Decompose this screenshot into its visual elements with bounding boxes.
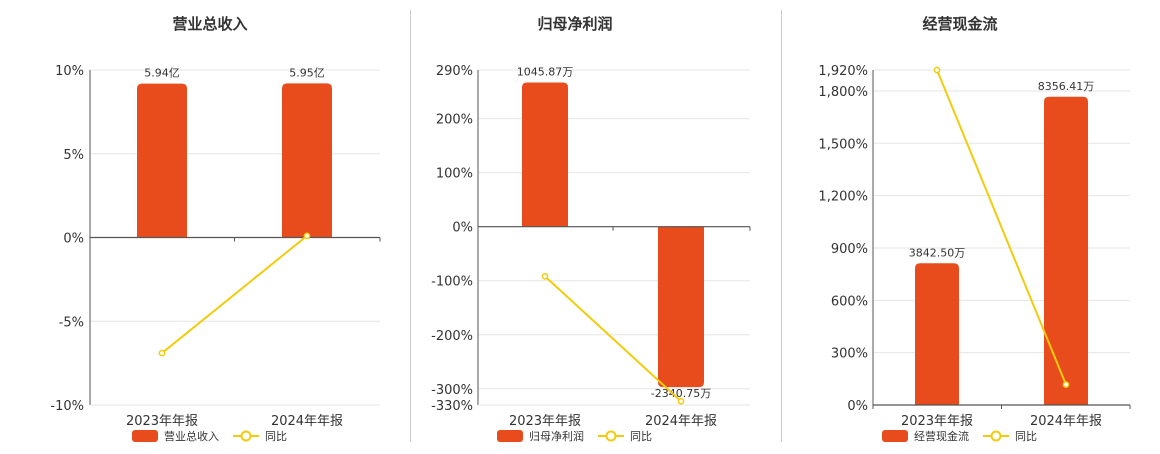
- bar: [282, 83, 332, 238]
- legend-bar-label: 归母净利润: [529, 429, 584, 443]
- x-category-label: 2023年年报: [901, 414, 973, 429]
- y-tick-label: 10%: [55, 64, 84, 79]
- yoy-point: [677, 397, 685, 405]
- bar: [137, 83, 187, 238]
- x-category-label: 2023年年报: [126, 414, 198, 429]
- x-category-label: 2023年年报: [509, 414, 581, 429]
- x-category-label: 2024年年报: [645, 414, 717, 429]
- legend-line-label: 同比: [1015, 430, 1037, 443]
- bar-data-label: 5.94亿: [144, 67, 180, 80]
- chart-cash-flow-svg: 经营现金流 1,920% 1,800% 1,500% 1,200% 900% 600% 300…: [818, 15, 1131, 443]
- panel-divider: [410, 10, 411, 442]
- bar-data-label: 8356.41万: [1038, 80, 1095, 93]
- chart-title: 经营现金流: [922, 15, 997, 33]
- y-tick-label: 300%: [831, 347, 868, 362]
- bar-data-label: -2340.75万: [651, 387, 711, 400]
- bar-data-label: 3842.50万: [909, 246, 966, 259]
- chart-revenue: 营业总收入 10% 5% 0% -5% -10% 5.94亿 5.95亿 2023年年报 2024…: [0, 0, 410, 450]
- chart-net-profit: 归母净利润 290% 200% 100% 0% -100% -200% -300% -330% 1…: [411, 0, 781, 450]
- y-tick-label: 600%: [831, 294, 868, 309]
- y-tick-label: 1,200%: [818, 190, 868, 205]
- legend-line-marker: [240, 430, 252, 442]
- y-tick-label: -300%: [431, 383, 473, 398]
- yoy-point: [541, 273, 549, 280]
- y-tick-label: -5%: [59, 315, 84, 330]
- chart-net-profit-svg: 归母净利润 290% 200% 100% 0% -100% -200% -300%-330% 1…: [431, 15, 751, 443]
- y-tick-label: -330%: [431, 399, 473, 414]
- y-tick-label: 900%: [831, 242, 868, 257]
- y-tick-label: 290%: [436, 64, 473, 79]
- legend-bar-swatch: [882, 430, 908, 442]
- panel-divider: [781, 10, 782, 442]
- bar-data-label: 1045.87万: [517, 66, 574, 79]
- legend-line-label: 同比: [630, 430, 652, 443]
- yoy-point: [1062, 381, 1070, 388]
- y-tick-label: -200%: [431, 329, 473, 344]
- yoy-point: [303, 232, 311, 240]
- y-tick-label: 5%: [63, 148, 84, 163]
- y-tick-label: 1,500%: [818, 137, 868, 152]
- chart-cash-flow: 经营现金流 1,920% 1,800% 1,500% 1,200% 900% 600% 300…: [782, 0, 1160, 450]
- chart-revenue-svg: 营业总收入 10% 5% 0% -5% -10% 5.94亿 5.95亿 2023年年报 2024…: [50, 15, 381, 443]
- legend-line-label: 同比: [265, 430, 287, 443]
- legend-line-marker: [990, 430, 1002, 442]
- yoy-point: [933, 66, 941, 74]
- bar: [658, 226, 704, 388]
- y-tick-label: -100%: [431, 275, 473, 290]
- y-tick-label: 200%: [436, 113, 473, 128]
- y-tick-label: 0%: [63, 232, 84, 247]
- y-tick-label: -10%: [50, 399, 84, 414]
- bar-data-label: 5.95亿: [289, 66, 325, 79]
- chart-title: 归母净利润: [537, 15, 612, 33]
- x-category-label: 2024年年报: [271, 414, 343, 429]
- yoy-line: [936, 69, 1067, 385]
- legend-line-marker: [605, 430, 617, 442]
- yoy-line: [161, 235, 308, 354]
- y-tick-label: 1,920%: [818, 64, 868, 79]
- bar: [522, 82, 568, 227]
- y-tick-label: 0%: [847, 399, 868, 414]
- legend-bar-label: 经营现金流: [914, 429, 969, 443]
- legend-bar-label: 营业总收入: [164, 429, 219, 443]
- legend-bar-swatch: [497, 430, 523, 442]
- yoy-point: [158, 349, 166, 357]
- y-tick-label: 1,800%: [818, 85, 868, 100]
- chart-title: 营业总收入: [172, 15, 247, 33]
- y-tick-label: 100%: [436, 167, 473, 182]
- y-tick-label: 0%: [452, 221, 473, 236]
- bar: [915, 263, 959, 405]
- x-category-label: 2024年年报: [1030, 414, 1102, 429]
- yoy-line: [544, 275, 682, 402]
- bar: [1044, 96, 1088, 406]
- legend-bar-swatch: [132, 430, 158, 442]
